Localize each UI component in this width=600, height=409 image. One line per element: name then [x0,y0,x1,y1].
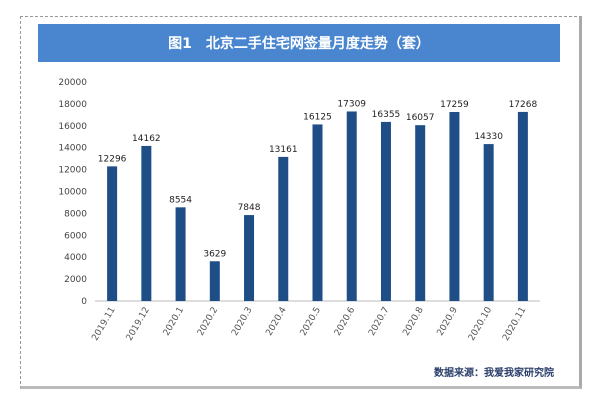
x-tick-label: 2020.7 [367,306,391,338]
data-label: 16355 [372,110,401,120]
data-label: 3629 [203,249,226,259]
bar [346,111,357,301]
y-tick-label: 2000 [64,275,87,285]
bar [209,261,220,301]
bar [244,215,255,301]
bar [415,125,426,302]
bar [141,145,152,301]
data-label: 13161 [269,145,298,155]
bar [175,207,186,301]
bar [380,121,391,301]
y-tick-label: 8000 [64,209,87,219]
x-tick-label: 2020.8 [401,305,426,338]
data-label: 8554 [169,195,192,205]
chart-frame [20,16,582,389]
source-note: 数据来源：我爱我家研究院 [434,368,554,379]
x-tick-label: 2019.11 [90,306,117,343]
data-label: 17268 [509,100,538,110]
data-label: 17309 [337,99,366,109]
x-tick-label: 2020.6 [333,305,358,338]
y-tick-label: 6000 [64,231,87,241]
x-tick-label: 2020.2 [196,306,220,338]
y-tick-label: 20000 [58,78,87,88]
data-label: 7848 [238,203,261,213]
y-tick-label: 16000 [58,122,87,132]
chart-title: 图1 北京二手住宅网签量月度走势（套） [38,24,560,62]
x-tick-label: 2019.12 [125,306,152,343]
x-tick-label: 2020.1 [162,306,186,338]
x-tick-label: 2020.3 [230,306,254,338]
data-label: 12296 [98,154,127,164]
y-tick-label: 4000 [64,253,87,263]
bar [517,111,528,301]
data-label: 16057 [406,113,435,123]
x-tick-label: 2020.10 [467,305,494,342]
y-tick-label: 12000 [58,166,87,176]
bar [107,166,118,301]
data-label: 14330 [474,132,503,142]
x-tick-label: 2020.9 [436,305,461,338]
data-label: 16125 [303,112,332,122]
data-label: 17259 [440,100,469,110]
y-tick-label: 14000 [58,144,87,154]
x-tick-label: 2020.5 [299,306,323,338]
bar [278,156,289,301]
bar [312,124,323,302]
bar [483,144,494,301]
x-tick-label: 2020.4 [264,305,289,338]
y-tick-label: 0 [81,297,87,307]
bar [449,112,460,301]
data-label: 14162 [132,134,161,144]
y-tick-label: 18000 [58,100,87,110]
y-tick-label: 10000 [58,188,87,198]
x-tick-label: 2020.11 [501,306,528,343]
